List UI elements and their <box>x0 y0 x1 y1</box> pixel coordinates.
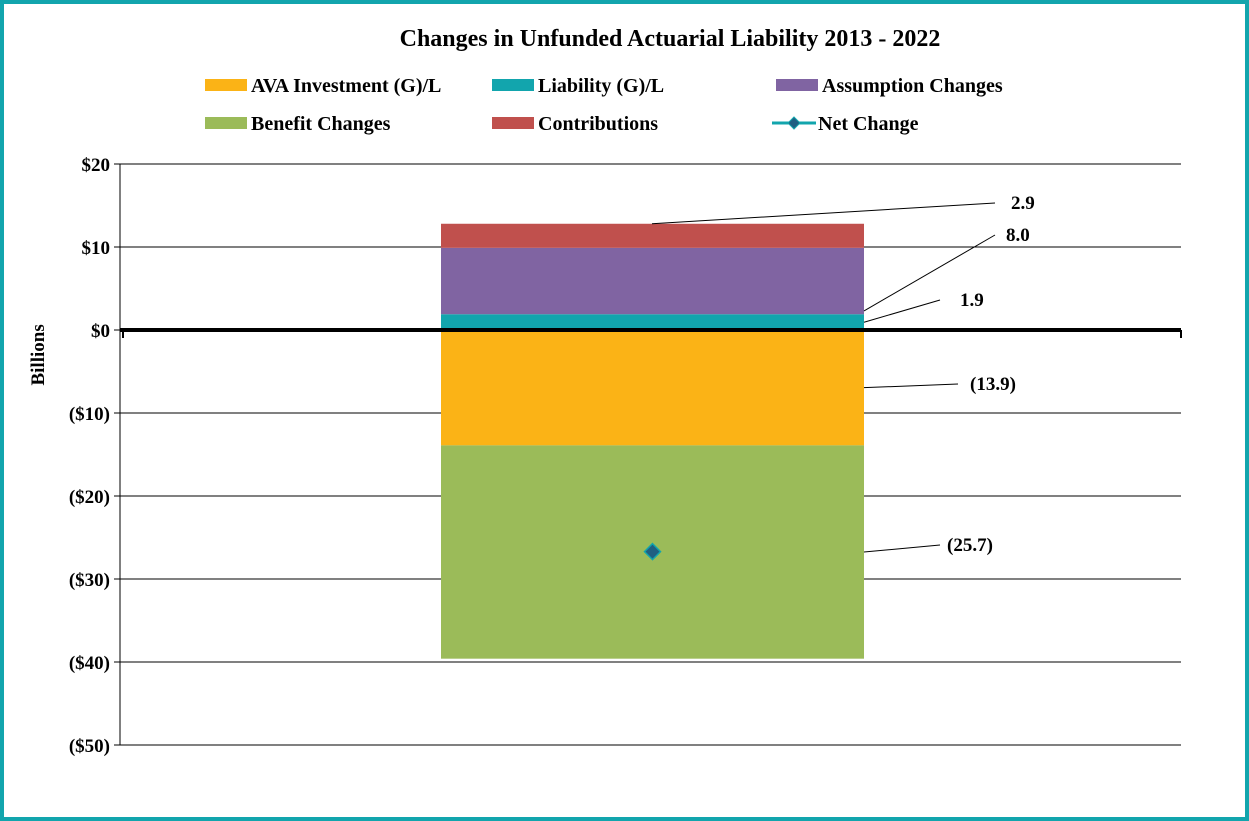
data-label: 2.9 <box>1011 193 1035 214</box>
data-label-leader-line <box>863 383 959 389</box>
bar-segment <box>441 247 864 315</box>
y-tick-label: $10 <box>82 238 111 259</box>
data-label: 8.0 <box>1006 225 1030 246</box>
bar-segment <box>441 330 864 446</box>
data-label-leader-line <box>863 544 941 553</box>
legend-swatch <box>492 117 534 129</box>
y-tick-label: ($20) <box>69 487 110 508</box>
legend-swatch <box>205 79 247 91</box>
bar-segment <box>441 314 864 330</box>
y-tick-label: $0 <box>91 321 110 342</box>
y-tick-label: ($50) <box>69 736 110 757</box>
data-label-leader-line <box>863 234 996 312</box>
legend-swatch <box>205 117 247 129</box>
net-change-marker <box>643 542 662 561</box>
legend-diamond-icon <box>787 116 801 130</box>
data-label: (13.9) <box>970 374 1016 395</box>
legend-label: Contributions <box>538 113 658 135</box>
legend-label: Liability (G)/L <box>538 75 664 97</box>
legend-label: Benefit Changes <box>251 113 391 135</box>
legend-swatch <box>492 79 534 91</box>
legend-swatch <box>776 79 818 91</box>
y-tick-label: ($10) <box>69 404 110 425</box>
data-label: (25.7) <box>947 535 993 556</box>
chart-title: Changes in Unfunded Actuarial Liability … <box>400 26 941 52</box>
legend-label: Net Change <box>818 113 919 135</box>
y-axis-title: Billions <box>28 324 49 385</box>
data-label-leader-line <box>651 202 996 225</box>
legend-label: Assumption Changes <box>822 75 1003 97</box>
y-tick-label: $20 <box>82 155 111 176</box>
legend-label: AVA Investment (G)/L <box>251 75 441 97</box>
data-label: 1.9 <box>960 290 984 311</box>
y-tick-label: ($30) <box>69 570 110 591</box>
y-tick-label: ($40) <box>69 653 110 674</box>
data-label-leader-line <box>863 299 941 323</box>
bar-segment <box>441 223 864 248</box>
